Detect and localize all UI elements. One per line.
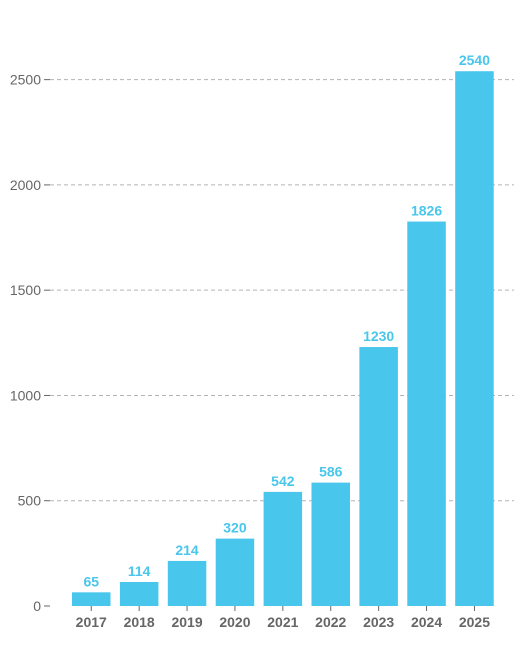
bar-2024 [407, 221, 446, 606]
data-label-2022: 586 [319, 464, 343, 480]
data-label-2024: 1826 [411, 203, 442, 219]
x-tick-label-2022: 2022 [315, 614, 346, 630]
data-label-2017: 65 [83, 573, 99, 589]
y-tick-label: 2500 [10, 72, 41, 88]
y-tick-label: 2000 [10, 177, 41, 193]
x-tick-label-2024: 2024 [411, 614, 442, 630]
x-tick-label-2020: 2020 [219, 614, 250, 630]
bar-2019 [167, 560, 207, 606]
data-label-2018: 114 [128, 563, 151, 579]
bar-2017 [72, 592, 111, 606]
x-tick-label-2017: 2017 [76, 614, 107, 630]
data-label-2019: 214 [175, 542, 199, 558]
bar-2021 [263, 491, 303, 606]
x-tick-label-2025: 2025 [459, 614, 490, 630]
x-tick-label-2023: 2023 [363, 614, 394, 630]
bars [72, 71, 494, 607]
bar-2025 [455, 71, 494, 607]
y-tick-label: 1500 [10, 282, 41, 298]
y-axis: 0 500 1000 1500 2000 2500 [10, 72, 50, 614]
y-tick-label: 1000 [10, 387, 41, 403]
data-labels: 65 114 214 320 542 586 1230 1826 2540 [83, 52, 490, 589]
y-tick-label: 0 [33, 598, 41, 614]
bar-2023 [359, 347, 398, 606]
x-tick-label-2021: 2021 [267, 614, 298, 630]
data-label-2020: 320 [223, 520, 247, 536]
x-axis: 2017 2018 2019 2020 2021 2022 2023 2024 2025 [76, 606, 490, 630]
bar-2022 [311, 482, 350, 606]
x-tick-label-2018: 2018 [124, 614, 155, 630]
y-tick-label: 500 [18, 493, 42, 509]
x-tick-label-2019: 2019 [171, 614, 202, 630]
data-label-2025: 2540 [459, 52, 490, 68]
data-label-2023: 1230 [363, 328, 394, 344]
bar-2018 [119, 581, 159, 606]
bar-2020 [215, 538, 255, 606]
data-label-2021: 542 [271, 473, 295, 489]
